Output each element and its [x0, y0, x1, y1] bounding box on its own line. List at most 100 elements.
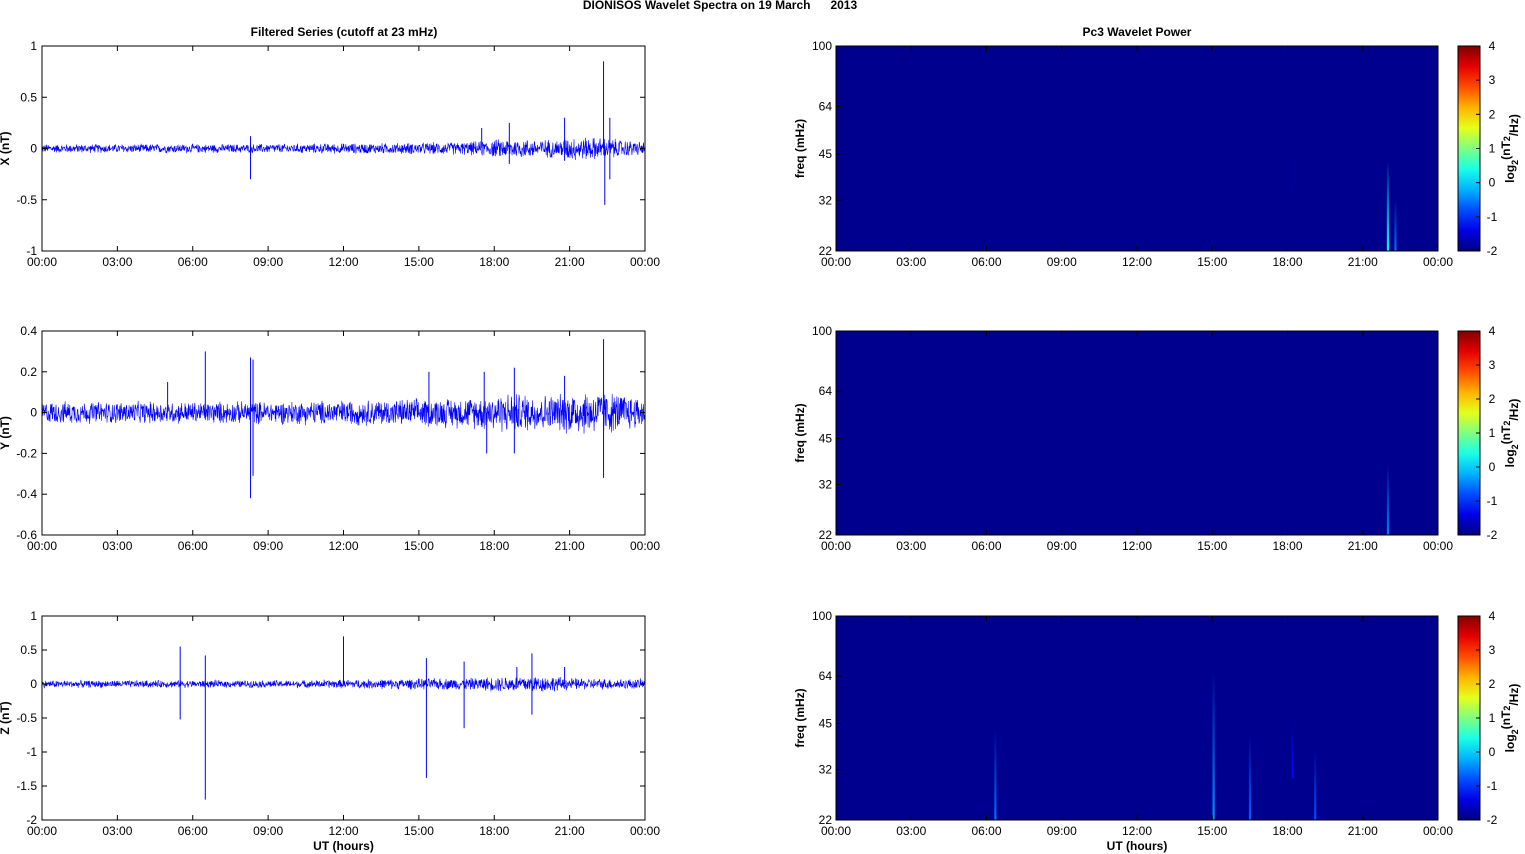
ytick-label: 32 — [819, 763, 833, 777]
series-xtick-label: 18:00 — [479, 539, 509, 553]
ytick-label: 45 — [819, 432, 833, 446]
power-streak — [1291, 154, 1294, 189]
ytick-label: -1 — [26, 745, 37, 759]
colorbar-tick-label: 2 — [1489, 392, 1496, 406]
colorbar-tick-label: 3 — [1489, 358, 1496, 372]
ylabel: X (nT) — [0, 132, 12, 166]
ytick-label: -0.5 — [16, 193, 37, 207]
ytick-label: 0.5 — [20, 643, 37, 657]
power-streak — [1248, 736, 1252, 820]
heatmap-xtick-label: 09:00 — [1047, 539, 1077, 553]
series-xtick-label: 18:00 — [479, 255, 509, 269]
colorbar-label: log2(nT2/Hz) — [1499, 114, 1521, 183]
heatmap-xtick-label: 21:00 — [1348, 824, 1378, 838]
heatmap-xlabel: UT (hours) — [1107, 839, 1168, 853]
series-xtick-label: 00:00 — [630, 255, 660, 269]
ytick-label: 0 — [30, 677, 37, 691]
series-xtick-label: 00:00 — [27, 824, 57, 838]
colorbar-tick-label: 0 — [1489, 745, 1496, 759]
ytick-label: 64 — [819, 669, 833, 683]
series-xtick-label: 12:00 — [328, 539, 358, 553]
series-xtick-label: 15:00 — [404, 255, 434, 269]
ytick-label: 100 — [812, 39, 832, 53]
power-streak — [1394, 200, 1397, 251]
ytick-label: 22 — [819, 813, 833, 827]
series-xtick-label: 06:00 — [178, 539, 208, 553]
colorbar-tick-label: -2 — [1487, 813, 1498, 827]
series-xtick-label: 00:00 — [630, 824, 660, 838]
heatmap-xtick-label: 00:00 — [821, 539, 851, 553]
heatmap-xtick-label: 12:00 — [1122, 255, 1152, 269]
series-xtick-label: 06:00 — [178, 824, 208, 838]
series-xlabel: UT (hours) — [313, 839, 374, 853]
ytick-label: -1 — [26, 244, 37, 258]
heatmap-xtick-label: 09:00 — [1047, 824, 1077, 838]
ytick-label: -0.5 — [16, 711, 37, 725]
heatmap-xtick-label: 18:00 — [1272, 255, 1302, 269]
colorbar-label: log2(nT2/Hz) — [1499, 684, 1521, 753]
series-xtick-label: 00:00 — [27, 539, 57, 553]
colorbar-tick-label: 3 — [1489, 643, 1496, 657]
power-streak — [1386, 464, 1390, 535]
heatmap-xtick-label: 18:00 — [1272, 539, 1302, 553]
colorbar-tick-label: 1 — [1489, 711, 1496, 725]
power-streak — [1314, 749, 1317, 820]
colorbar-tick-label: -2 — [1487, 244, 1498, 258]
ytick-label: 45 — [819, 147, 833, 161]
power-streak — [1386, 160, 1390, 251]
series-xtick-label: 21:00 — [555, 539, 585, 553]
power-streak — [1212, 671, 1215, 820]
ylabel: Z (nT) — [0, 701, 12, 734]
ytick-label: 32 — [819, 193, 833, 207]
ylabel: freq (mHz) — [793, 403, 807, 462]
ytick-label: 32 — [819, 478, 833, 492]
series-xtick-label: 03:00 — [102, 539, 132, 553]
series-xtick-label: 21:00 — [555, 255, 585, 269]
right-column-title: Pc3 Wavelet Power — [1083, 25, 1192, 39]
colorbar-tick-label: 4 — [1489, 609, 1496, 623]
heatmap-xtick-label: 21:00 — [1348, 255, 1378, 269]
ytick-label: -0.4 — [16, 487, 37, 501]
colorbar-tick-label: 2 — [1489, 677, 1496, 691]
ytick-label: 45 — [819, 717, 833, 731]
heatmap-xtick-label: 00:00 — [821, 824, 851, 838]
colorbar-tick-label: 0 — [1489, 176, 1496, 190]
series-xtick-label: 21:00 — [555, 824, 585, 838]
heatmap-xtick-label: 06:00 — [971, 539, 1001, 553]
signal-trace — [41, 393, 646, 434]
series-xtick-label: 15:00 — [404, 824, 434, 838]
series-xtick-label: 00:00 — [27, 255, 57, 269]
ytick-label: 100 — [812, 609, 832, 623]
colorbar-tick-label: 2 — [1489, 107, 1496, 121]
ytick-label: 0.4 — [20, 324, 37, 338]
ytick-label: 22 — [819, 528, 833, 542]
ytick-label: 0.5 — [20, 90, 37, 104]
heatmap-xtick-label: 12:00 — [1122, 824, 1152, 838]
ytick-label: 1 — [30, 39, 37, 53]
heatmap-background — [836, 331, 1438, 535]
series-xtick-label: 09:00 — [253, 824, 283, 838]
heatmap-background — [836, 616, 1438, 820]
colorbar-tick-label: -1 — [1487, 494, 1498, 508]
ytick-label: -1.5 — [16, 779, 37, 793]
ytick-label: 1 — [30, 609, 37, 623]
ytick-label: 0 — [30, 142, 37, 156]
left-column-title: Filtered Series (cutoff at 23 mHz) — [251, 25, 438, 39]
ytick-label: 64 — [819, 99, 833, 113]
colorbar-tick-label: -2 — [1487, 528, 1498, 542]
series-xtick-label: 03:00 — [102, 824, 132, 838]
heatmap-xtick-label: 03:00 — [896, 824, 926, 838]
heatmap-xtick-label: 09:00 — [1047, 255, 1077, 269]
colorbar-tick-label: 1 — [1489, 142, 1496, 156]
heatmap-xtick-label: 00:00 — [1423, 539, 1453, 553]
ytick-label: -0.6 — [16, 528, 37, 542]
heatmap-xtick-label: 06:00 — [971, 255, 1001, 269]
series-xtick-label: 06:00 — [178, 255, 208, 269]
ytick-label: -2 — [26, 813, 37, 827]
ytick-label: 0.2 — [20, 365, 37, 379]
series-panel-y: 0.4 0.2 0 -0.2 -0.4 -0.6 Y (nT) 00:00 03:00 06:00… — [0, 324, 660, 553]
colorbar-label: log2(nT2/Hz) — [1499, 399, 1521, 468]
ytick-label: 0 — [30, 406, 37, 420]
